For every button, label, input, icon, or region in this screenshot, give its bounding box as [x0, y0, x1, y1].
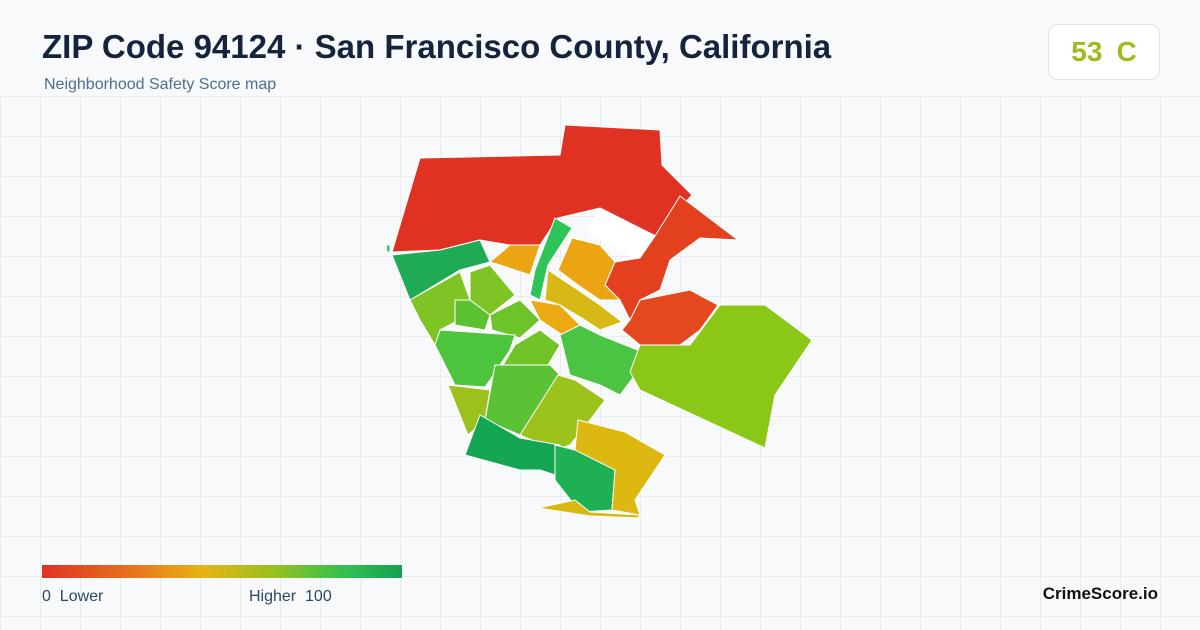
- region: [454, 299, 491, 331]
- legend-gradient: [42, 565, 402, 578]
- region: [557, 237, 622, 301]
- region: [537, 499, 641, 519]
- region: [464, 414, 561, 476]
- subtitle: Neighborhood Safety Score map: [44, 76, 277, 93]
- legend-min-label: Lower: [59, 588, 104, 605]
- region: [544, 269, 624, 331]
- score-badge: 53 C: [1048, 24, 1160, 80]
- legend-max-label: Higher: [249, 588, 297, 605]
- score-grade: C: [1116, 36, 1137, 67]
- legend-max: 100: [305, 588, 332, 605]
- legend-high: Higher 100: [249, 588, 332, 606]
- region: [529, 217, 573, 301]
- region: [629, 304, 813, 449]
- score-value: 53: [1071, 36, 1103, 67]
- legend-low: 0 Lower: [42, 588, 103, 606]
- brand: CrimeScore.io: [1042, 584, 1158, 603]
- legend-min: 0: [42, 588, 51, 605]
- region: [409, 271, 471, 347]
- region: [385, 244, 391, 253]
- region: [489, 299, 541, 339]
- header: [0, 0, 1200, 96]
- title: ZIP Code 94124 · San Francisco County, C…: [42, 28, 832, 65]
- region: [488, 244, 541, 276]
- region: [469, 264, 516, 316]
